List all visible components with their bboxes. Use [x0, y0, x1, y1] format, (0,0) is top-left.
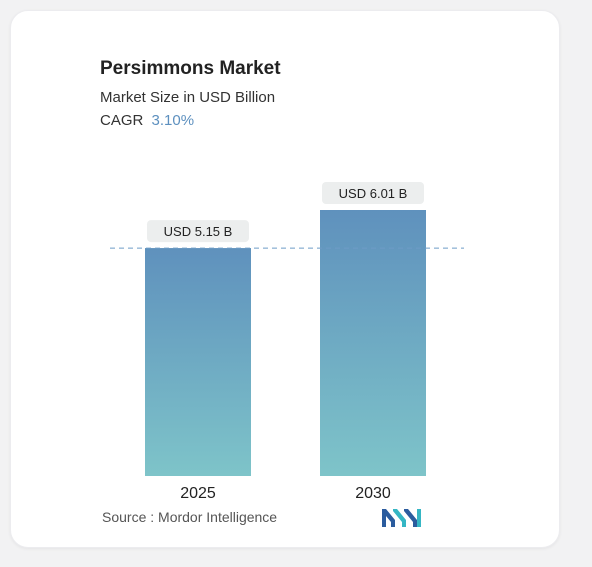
- x-tick-label: 2030: [355, 485, 391, 502]
- cagr-line: CAGR 3.10%: [100, 112, 194, 129]
- source-text: Source : Mordor Intelligence: [102, 509, 278, 525]
- cagr-value: 3.10%: [151, 112, 195, 129]
- x-tick-label: 2025: [180, 485, 216, 502]
- bar-2030: [320, 210, 426, 476]
- cagr-label: CAGR: [100, 112, 144, 129]
- data-label-background: [147, 220, 249, 243]
- chart-card: [10, 10, 560, 548]
- data-label-background: [322, 182, 424, 204]
- chart-title: Persimmons Market: [100, 58, 281, 79]
- bar-2025: [145, 248, 251, 476]
- data-label: USD 6.01 B: [339, 186, 408, 201]
- data-label: USD 5.15 B: [164, 224, 233, 239]
- mordor-intelligence-logo-icon: [382, 509, 421, 527]
- chart-subtitle: Market Size in USD Billion: [100, 89, 276, 106]
